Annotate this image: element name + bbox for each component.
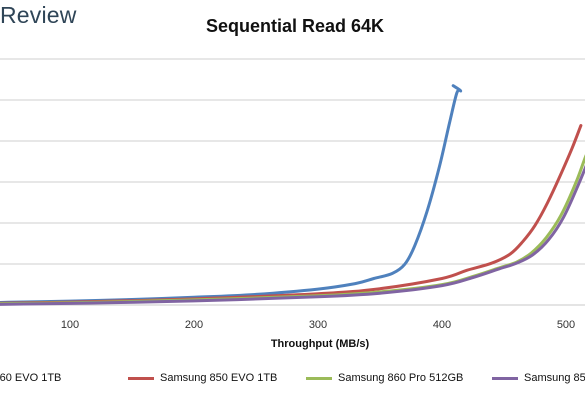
legend-label: Samsung 850 EVO 1TB	[160, 372, 278, 384]
x-tick-label: 100	[61, 319, 79, 331]
x-ticks: 100 200 300 400 500	[61, 319, 575, 331]
legend-swatch	[492, 376, 518, 380]
legend-item: Samsung 850	[492, 368, 585, 388]
series-line-2	[0, 124, 583, 305]
x-tick-label: 300	[309, 319, 327, 331]
series-line-3	[0, 154, 585, 306]
legend-label: Samsung 860 EVO 1TB	[0, 372, 62, 384]
x-tick-label: 400	[433, 319, 451, 331]
chart-title: Sequential Read 64K	[205, 16, 385, 36]
legend: Samsung 860 EVO 1TB Samsung 850 EVO 1TB Sa…	[0, 368, 585, 388]
gridlines	[0, 58, 585, 265]
legend-item: Samsung 850 EVO 1TB	[128, 368, 277, 388]
x-tick-label: 200	[185, 319, 203, 331]
legend-swatch	[128, 376, 154, 380]
series-layer	[0, 84, 585, 306]
legend-label: Samsung 860 Pro 512GB	[338, 372, 464, 384]
legend-label: Samsung 850	[524, 372, 585, 384]
legend-item: Samsung 860 EVO 1TB	[0, 368, 61, 388]
series-line-1	[0, 84, 463, 304]
legend-swatch	[306, 376, 332, 380]
x-tick-label: 500	[557, 319, 575, 331]
series-line-4	[0, 164, 585, 306]
legend-item: Samsung 860 Pro 512GB	[306, 368, 463, 388]
site-logo: Review	[0, 2, 77, 28]
x-axis-title: Throughput (MB/s)	[270, 338, 370, 350]
